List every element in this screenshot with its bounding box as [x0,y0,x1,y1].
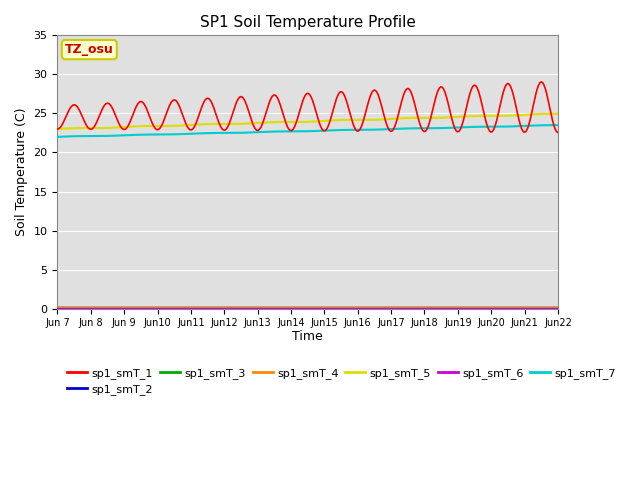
Y-axis label: Soil Temperature (C): Soil Temperature (C) [15,108,28,236]
X-axis label: Time: Time [292,330,323,343]
Text: TZ_osu: TZ_osu [65,43,114,56]
Title: SP1 Soil Temperature Profile: SP1 Soil Temperature Profile [200,15,415,30]
Legend: sp1_smT_1, sp1_smT_2, sp1_smT_3, sp1_smT_4, sp1_smT_5, sp1_smT_6, sp1_smT_7: sp1_smT_1, sp1_smT_2, sp1_smT_3, sp1_smT… [63,363,620,400]
